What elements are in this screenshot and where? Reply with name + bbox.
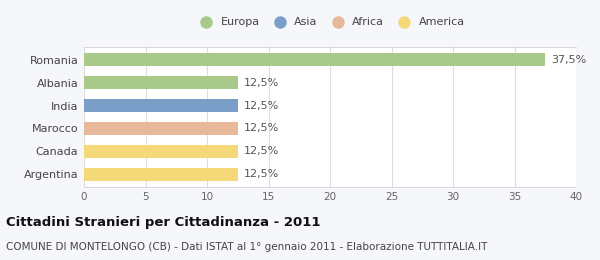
Bar [84,145,238,158]
Text: 12,5%: 12,5% [244,124,279,133]
Bar [84,53,545,66]
Text: 12,5%: 12,5% [244,101,279,110]
Bar [84,122,238,135]
Text: 12,5%: 12,5% [244,170,279,179]
Text: 37,5%: 37,5% [551,55,587,64]
Text: 12,5%: 12,5% [244,146,279,157]
Text: Cittadini Stranieri per Cittadinanza - 2011: Cittadini Stranieri per Cittadinanza - 2… [6,216,320,229]
Text: 12,5%: 12,5% [244,77,279,88]
Bar [84,168,238,181]
Text: COMUNE DI MONTELONGO (CB) - Dati ISTAT al 1° gennaio 2011 - Elaborazione TUTTITA: COMUNE DI MONTELONGO (CB) - Dati ISTAT a… [6,242,487,252]
Bar [84,76,238,89]
Bar [84,99,238,112]
Legend: Europa, Asia, Africa, America: Europa, Asia, Africa, America [191,13,469,32]
